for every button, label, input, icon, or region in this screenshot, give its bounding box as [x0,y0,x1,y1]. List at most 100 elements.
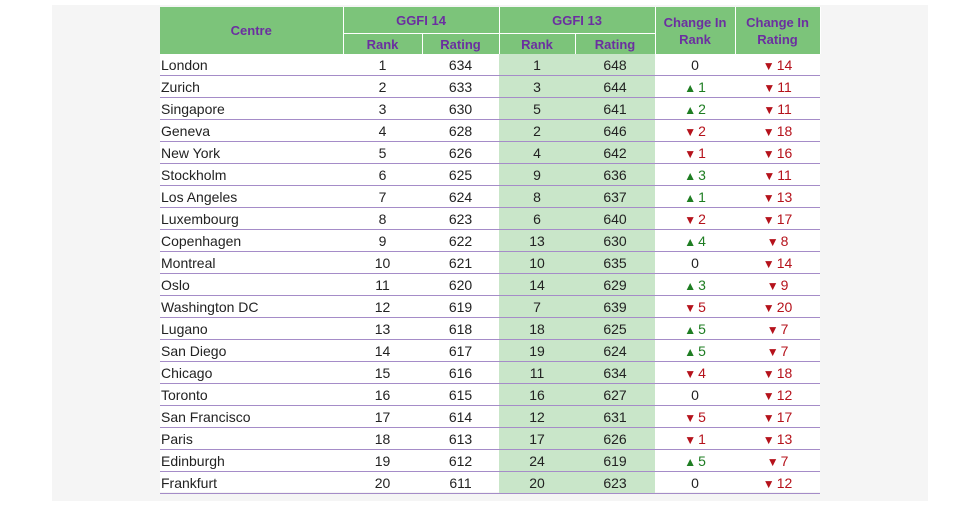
ggfi13-rank: 6 [499,207,576,230]
change-in-rank: ▼ 1 [655,141,736,164]
change-in-rank-value: 1 [698,430,706,447]
centre-name: Stockholm [160,163,343,186]
change-in-rank-value: 1 [698,78,706,95]
ggfi14-rating: 619 [422,295,500,318]
ggfi14-rank: 4 [343,119,422,142]
arrow-down-icon: ▼ [762,58,775,73]
change-in-rank-value: 2 [698,122,706,139]
ggfi14-rating: 626 [422,141,500,164]
header-ggfi14-rank: Rank [343,33,423,54]
ggfi13-rating: 636 [575,163,656,186]
arrow-down-icon: ▼ [766,234,779,249]
arrow-down-icon: ▼ [763,168,776,183]
ggfi13-rank: 8 [499,185,576,208]
ggfi13-rating: 646 [575,119,656,142]
change-in-rating: ▼ 16 [735,141,821,164]
change-in-rating: ▼ 8 [735,229,821,252]
table-row: Paris 18 613 17 626 ▼ 1 ▼ 13 [160,427,821,450]
ggfi13-rating: 637 [575,185,656,208]
ggfi14-rating: 622 [422,229,500,252]
change-in-rank: ▲ 5 [655,449,736,472]
ggfi13-rating: 634 [575,361,656,384]
centre-name: Montreal [160,251,343,274]
change-in-rating: ▼ 14 [735,251,821,274]
ggfi13-rating: 640 [575,207,656,230]
arrow-down-icon: ▼ [766,322,779,337]
change-in-rank-value: 4 [698,232,706,249]
table-row: Luxembourg 8 623 6 640 ▼ 2 ▼ 17 [160,207,821,230]
ggfi13-rating: 626 [575,427,656,450]
table-row: Stockholm 6 625 9 636 ▲ 3 ▼ 11 [160,163,821,186]
change-in-rating: ▼ 12 [735,471,821,494]
change-in-rating: ▼ 18 [735,361,821,384]
change-in-rank-value: 4 [698,364,706,381]
ggfi13-rating: 631 [575,405,656,428]
ggfi14-rank: 19 [343,449,422,472]
centre-name: Luxembourg [160,207,343,230]
change-in-rank: ▲ 3 [655,163,736,186]
change-in-rank-value: 2 [698,210,706,227]
ggfi14-rank: 7 [343,185,422,208]
centre-name: Edinburgh [160,449,343,472]
header-ggfi13-rating: Rating [575,33,656,54]
change-in-rank: ▼ 2 [655,207,736,230]
centre-name: Washington DC [160,295,343,318]
arrow-down-icon: ▼ [684,212,697,227]
ggfi13-rating: 641 [575,97,656,120]
table-row: Lugano 13 618 18 625 ▲ 5 ▼ 7 [160,317,821,340]
change-in-rating-value: 18 [776,122,793,139]
ggfi14-rating: 630 [422,97,500,120]
table-row: San Diego 14 617 19 624 ▲ 5 ▼ 7 [160,339,821,362]
ggfi13-rank: 17 [499,427,576,450]
change-in-rating: ▼ 17 [735,207,821,230]
arrow-up-icon: ▲ [684,168,697,183]
arrow-down-icon: ▼ [762,410,775,425]
arrow-down-icon: ▼ [762,388,775,403]
table-row: Oslo 11 620 14 629 ▲ 3 ▼ 9 [160,273,821,296]
arrow-up-icon: ▲ [684,190,697,205]
arrow-down-icon: ▼ [762,146,775,161]
ggfi-ranking-table: Centre GGFI 14 GGFI 13 Change In Rank Cha… [160,7,821,494]
header-ggfi14-rating: Rating [422,33,500,54]
ggfi14-rating: 624 [422,185,500,208]
change-in-rank-value: 5 [698,408,706,425]
table-body: London 1 634 1 648 0 ▼ 14 Zurich 2 633 3 644 ▲ 1 ▼ 11 Sin… [160,54,821,494]
arrow-down-icon: ▼ [684,124,697,139]
change-in-rating-value: 16 [776,144,793,161]
ggfi14-rank: 11 [343,273,422,296]
change-in-rank-value: 5 [698,298,706,315]
table-row: Edinburgh 19 612 24 619 ▲ 5 ▼ 7 [160,449,821,472]
ggfi13-rank: 24 [499,449,576,472]
change-in-rating-value: 20 [776,298,793,315]
ggfi14-rating: 620 [422,273,500,296]
change-in-rank-value: 0 [691,386,699,403]
change-in-rating: ▼ 12 [735,383,821,406]
ggfi13-rank: 10 [499,251,576,274]
centre-name: Singapore [160,97,343,120]
ggfi14-rank: 3 [343,97,422,120]
ggfi14-rank: 5 [343,141,422,164]
header-change-rank: Change In Rank [655,7,736,54]
ggfi13-rank: 12 [499,405,576,428]
ggfi13-rank: 2 [499,119,576,142]
change-in-rating: ▼ 11 [735,75,821,98]
change-in-rating: ▼ 14 [735,54,821,76]
table-row: Frankfurt 20 611 20 623 0 ▼ 12 [160,471,821,494]
arrow-up-icon: ▲ [684,322,697,337]
arrow-up-icon: ▲ [684,234,697,249]
header-change-rating-line2: Rating [757,31,798,47]
centre-name: Lugano [160,317,343,340]
change-in-rank-value: 3 [698,276,706,293]
arrow-down-icon: ▼ [762,190,775,205]
ggfi14-rank: 10 [343,251,422,274]
ggfi13-rating: 625 [575,317,656,340]
ggfi13-rank: 20 [499,471,576,494]
table-row: New York 5 626 4 642 ▼ 1 ▼ 16 [160,141,821,164]
ggfi13-rank: 3 [499,75,576,98]
table-row: Singapore 3 630 5 641 ▲ 2 ▼ 11 [160,97,821,120]
change-in-rating-value: 9 [780,276,789,293]
change-in-rank-value: 2 [698,100,706,117]
header-centre: Centre [160,7,344,54]
change-in-rating-value: 13 [776,430,793,447]
ggfi14-rank: 12 [343,295,422,318]
